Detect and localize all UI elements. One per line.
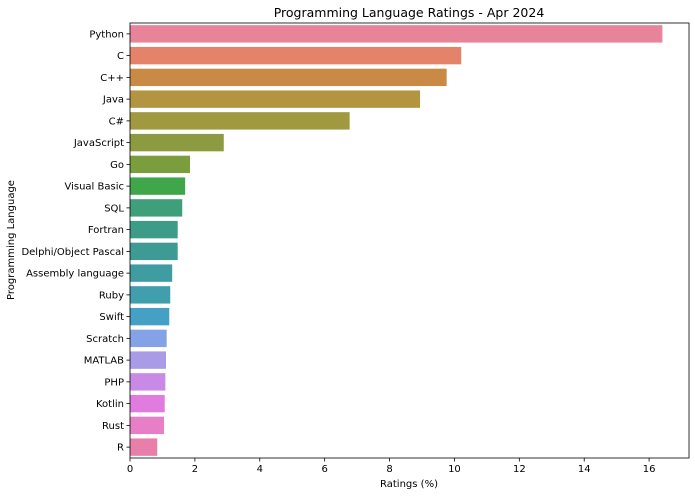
y-tick-label: Ruby <box>99 290 124 301</box>
y-tick-label: Scratch <box>86 334 124 345</box>
bar-ruby <box>130 286 171 304</box>
y-tick-label: C <box>117 51 124 62</box>
bar-sql <box>130 199 183 217</box>
y-tick-label: SQL <box>104 203 124 214</box>
bar-rust <box>130 416 165 435</box>
x-tick-label: 4 <box>257 464 263 475</box>
y-tick-label: JavaScript <box>73 138 124 149</box>
y-tick-label: Assembly language <box>26 269 124 280</box>
plot-frame <box>129 22 690 459</box>
y-tick-label: R <box>117 443 124 454</box>
x-tick-label: 6 <box>321 464 327 475</box>
y-tick-label: Java <box>102 95 124 106</box>
bar-java <box>130 90 421 108</box>
y-tick-label: Swift <box>99 312 124 323</box>
y-tick-label: C# <box>109 116 124 127</box>
bar-swift <box>130 307 170 326</box>
bar-assembly-language <box>130 264 173 282</box>
bar-matlab <box>130 351 167 369</box>
y-tick-label: MATLAB <box>84 356 124 367</box>
x-tick-label: 12 <box>513 464 526 475</box>
y-tick-label: Go <box>110 160 124 171</box>
x-tick-label: 8 <box>386 464 392 475</box>
x-tick-label: 16 <box>643 464 656 475</box>
bar-r <box>130 438 158 456</box>
bar-visual-basic <box>130 177 186 195</box>
y-tick-label: Fortran <box>88 225 124 236</box>
bar-c <box>130 46 462 65</box>
y-tick-label: C++ <box>100 73 124 84</box>
x-tick-label: 0 <box>127 464 133 475</box>
y-tick-label: PHP <box>104 377 124 388</box>
y-tick-label: Kotlin <box>96 399 124 410</box>
bar-c- <box>130 112 350 130</box>
chart-title: Programming Language Ratings - Apr 2024 <box>274 5 545 20</box>
x-axis-label: Ratings (%) <box>380 479 438 490</box>
y-axis-label: Programming Language <box>6 180 17 300</box>
bar-kotlin <box>130 394 165 413</box>
x-tick-label: 14 <box>578 464 591 475</box>
bar-python <box>130 25 663 43</box>
bar-c- <box>130 68 447 87</box>
bar-go <box>130 155 191 174</box>
y-tick-label: Visual Basic <box>64 182 124 193</box>
x-tick-label: 10 <box>448 464 461 475</box>
bar-php <box>130 373 166 391</box>
bar-fortran <box>130 220 178 239</box>
bar-delphi-object-pascal <box>130 242 178 261</box>
x-tick-label: 2 <box>192 464 198 475</box>
y-tick-label: Delphi/Object Pascal <box>21 247 124 258</box>
y-tick-label: Python <box>89 29 124 40</box>
bar-javascript <box>130 133 224 152</box>
y-tick-label: Rust <box>102 421 124 432</box>
bar-scratch <box>130 329 167 348</box>
